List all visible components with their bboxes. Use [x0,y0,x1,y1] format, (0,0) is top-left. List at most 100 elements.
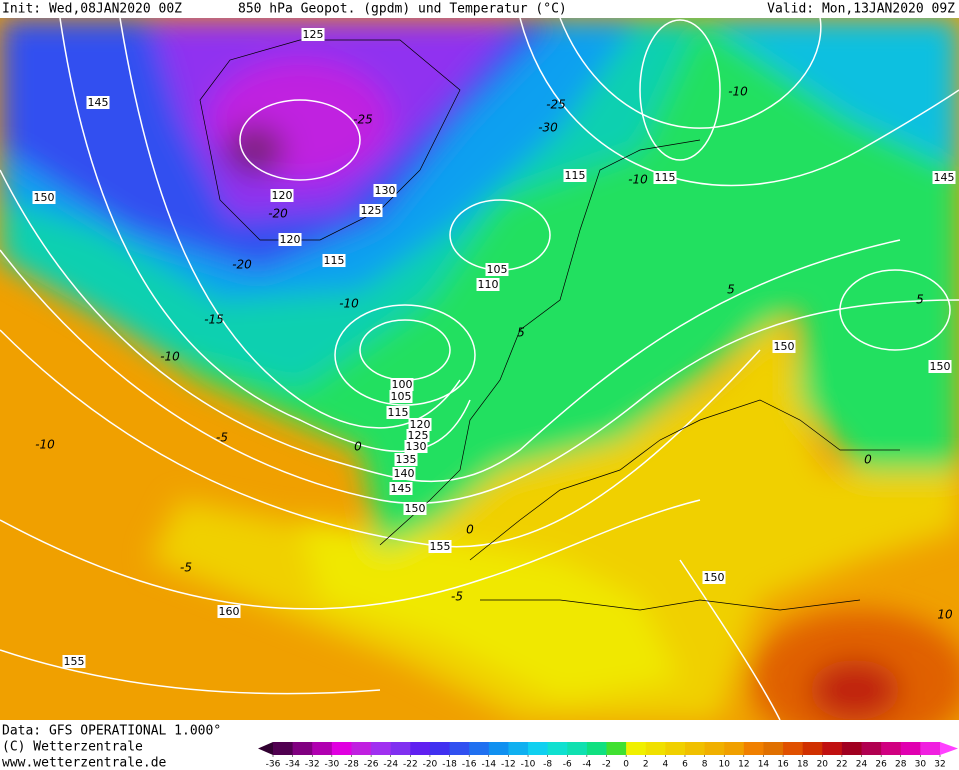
colorbar-under [258,742,273,755]
temperature-label: -25 [353,113,373,127]
temperature-label: -5 [180,561,192,575]
colorbar-swatch [312,742,333,755]
label-box [62,655,86,668]
geopotential-label: 120 [272,189,293,202]
colorbar-label: 4 [662,760,668,770]
colorbar-label: 18 [797,760,809,770]
isohypse [239,99,361,181]
colorbar-swatch [508,742,529,755]
colorbar-swatch [488,742,509,755]
temperature-label: -10 [728,85,748,99]
geopotential-label: 145 [88,96,109,109]
colorbar-swatch [626,742,647,755]
colorbar-label: 8 [702,760,708,770]
temperature-label: 0 [354,440,362,454]
temperature-label: -20 [268,207,288,221]
colorbar-label: -36 [266,760,281,770]
temperature-label: -10 [339,297,359,311]
colorbar-label: 28 [895,760,907,770]
colorbar-label: 12 [738,760,749,770]
colorbar-swatch [645,742,666,755]
label-box [653,171,677,184]
colorbar-swatch [900,742,921,755]
geopotential-label: 115 [565,169,586,182]
isohypse [0,499,701,610]
colorbar-swatch [449,742,470,755]
coastline [469,399,900,561]
isohypse [119,18,461,429]
temperature-label: 0 [864,453,872,467]
label-box [86,96,110,109]
label-box [476,278,500,291]
geopotential-label: 150 [405,502,426,515]
colorbar-label: 20 [817,760,829,770]
colorbar-swatch [371,742,392,755]
isohypse [679,559,781,720]
label-box [392,467,416,480]
geopotential-label: 130 [375,184,396,197]
temperature-label: 0 [466,523,474,537]
geopotential-label: 140 [394,467,415,480]
isohypse [559,18,822,129]
temperature-label: 10 [937,608,953,622]
colorbar-label: -24 [383,760,398,770]
label-box [563,169,587,182]
field-yellow-light [300,520,680,700]
temperature-label: -5 [216,431,228,445]
coastline [480,599,861,611]
colorbar-label: 32 [934,760,945,770]
website: www.wetterzentrale.de [2,756,167,770]
label-box [278,233,302,246]
field-yellow [150,310,959,720]
temperature-label: 5 [517,326,525,340]
label-box [404,440,428,453]
colorbar-label: -16 [462,760,477,770]
colorbar-swatch [331,742,352,755]
label-box [485,263,509,276]
geopotential-label: 115 [324,254,345,267]
colorbar-label: -4 [582,760,591,770]
geopotential-label: 130 [406,440,427,453]
colorbar-swatch [606,742,627,755]
colorbar-swatch [469,742,490,755]
colorbar-swatch [390,742,411,755]
geopotential-label: 125 [361,204,382,217]
colorbar-label: -10 [521,760,536,770]
colorbar-swatch [822,742,843,755]
isohypse [839,269,951,351]
colorbar-swatch [841,742,863,755]
label-box [373,184,397,197]
colorbar-label: -22 [403,760,418,770]
geopotential-label: 145 [391,482,412,495]
geopotential-label: 110 [478,278,499,291]
colorbar-swatch [351,742,372,755]
temperature-label: -5 [451,590,463,604]
isohypse [0,249,959,505]
valid-time: Valid: Mon,13JAN2020 09Z [767,2,955,17]
temperature-label: -15 [204,313,224,327]
field-cyan-east [700,18,959,170]
label-box [301,28,325,41]
colorbar-swatch [273,742,294,755]
geopotential-label: 155 [430,540,451,553]
map-title: 850 hPa Geopot. (gpdm) und Temperatur (°… [238,2,567,17]
isohypse [639,19,721,161]
colorbar-swatch [665,742,686,755]
colorbar-swatch [763,742,784,755]
temperature-label: 5 [916,293,924,307]
colorbar-swatch [429,742,451,755]
temperature-label: -20 [232,258,252,272]
label-box [408,418,432,431]
geopotential-label: 150 [704,571,725,584]
label-box [389,482,413,495]
colorbar: -36 -34 -32 -30 -28 -26 -24 -22 -20 -18 -16 -14 -12-… [258,742,958,770]
colorbar-swatch [567,742,588,755]
label-box [932,171,956,184]
isohypse [519,18,959,187]
geopotential-label: 155 [64,655,85,668]
label-box [428,540,452,553]
init-time: Init: Wed,08JAN2020 00Z [2,2,182,17]
footer: Data: GFS OPERATIONAL 1.000° (C) Wetterz… [2,724,221,770]
